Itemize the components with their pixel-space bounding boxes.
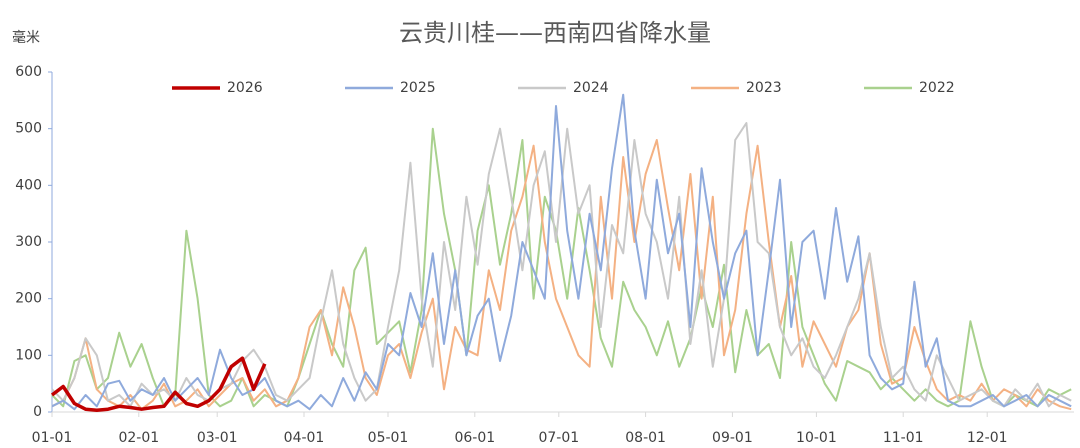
x-tick-label: 04-01 xyxy=(284,430,325,446)
x-tick-label: 06-01 xyxy=(454,430,495,446)
y-unit: 毫米 xyxy=(12,29,40,46)
y-tick-label: 100 xyxy=(15,347,42,363)
x-tick-label: 05-01 xyxy=(368,430,409,446)
x-tick-label: 08-01 xyxy=(625,430,666,446)
series-line xyxy=(50,356,267,413)
y-tick-label: 400 xyxy=(15,177,42,193)
legend-label: 2026 xyxy=(227,80,263,96)
x-tick-label: 01-01 xyxy=(32,430,73,446)
legend-label: 2025 xyxy=(400,80,436,96)
y-tick-label: 0 xyxy=(33,404,42,420)
x-tick-label: 10-01 xyxy=(796,430,837,446)
x-tick-label: 07-01 xyxy=(538,430,579,446)
legend-label: 2024 xyxy=(573,80,609,96)
x-tick-label: 12-01 xyxy=(967,430,1008,446)
series-line xyxy=(51,127,1072,408)
series-line xyxy=(51,93,1072,411)
chart-title: 云贵川桂——西南四省降水量 xyxy=(399,19,711,47)
y-tick-label: 600 xyxy=(15,64,42,80)
legend-label: 2023 xyxy=(746,80,782,96)
y-tick-label: 300 xyxy=(15,234,42,250)
x-tick-label: 02-01 xyxy=(118,430,159,446)
x-tick-label: 03-01 xyxy=(197,430,238,446)
x-tick-label: 09-01 xyxy=(712,430,753,446)
legend-label: 2022 xyxy=(919,80,955,96)
y-tick-label: 500 xyxy=(15,121,42,137)
x-tick-label: 11-01 xyxy=(883,430,924,446)
y-tick-label: 200 xyxy=(15,291,42,307)
series-line xyxy=(51,139,1072,411)
